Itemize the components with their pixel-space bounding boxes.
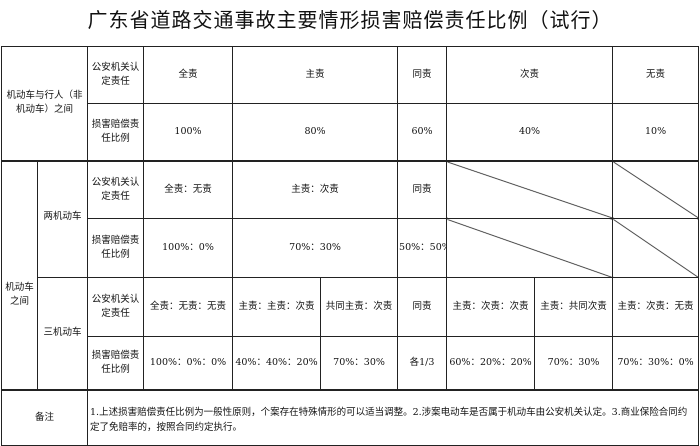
cell: 80%	[232, 103, 399, 161]
cell: 60%：20%：20%	[446, 336, 536, 390]
cell: 70%：30%	[320, 336, 399, 390]
cell: 全责：无责	[143, 159, 234, 219]
row-label-ratio: 损害赔偿责任比例	[87, 336, 145, 390]
cell: 主责：主责：次责	[232, 277, 322, 337]
cell: 40%	[446, 103, 614, 161]
cell: 主责：次责：次责	[446, 277, 536, 337]
cell: 10%	[612, 103, 700, 161]
cell: 50%：50%	[397, 218, 448, 278]
compensation-table: 机动车与行人（非机动车）之间 公安机关认定责任 全责 主责 同责 次责 无责 损…	[0, 46, 700, 446]
group-two-vehicles: 两机动车	[36, 159, 89, 278]
cell: 70%：30%：0%	[612, 336, 700, 390]
cell: 主责：次责	[232, 159, 399, 219]
row-label-responsibility: 公安机关认定责任	[87, 277, 145, 337]
empty-diagonal-cell	[612, 218, 700, 278]
group-three-vehicles: 三机动车	[36, 277, 89, 390]
cell: 主责：共同次责	[534, 277, 614, 337]
cell: 同责	[397, 159, 448, 219]
row-label-ratio: 损害赔偿责任比例	[87, 103, 145, 161]
cell: 主责	[232, 46, 399, 104]
empty-diagonal-cell	[446, 218, 614, 278]
cell: 100%：0%：0%	[143, 336, 234, 390]
cell: 同责	[397, 46, 448, 104]
page-title: 广东省道路交通事故主要情形损害赔偿责任比例（试行）	[87, 8, 613, 32]
cell: 同责	[397, 277, 448, 337]
row-label-responsibility: 公安机关认定责任	[87, 159, 145, 219]
cell: 60%	[397, 103, 448, 161]
row-label-ratio: 损害赔偿责任比例	[87, 218, 145, 278]
category-pedestrian: 机动车与行人（非机动车）之间	[0, 46, 89, 161]
cell: 各1/3	[397, 336, 448, 390]
cell: 全责	[143, 46, 234, 104]
remarks-label: 备注	[0, 388, 89, 446]
category-vehicles: 机动车之间	[1, 159, 38, 390]
cell: 主责：次责：无责	[612, 277, 700, 337]
cell: 100%	[143, 103, 234, 161]
empty-diagonal-cell	[446, 159, 614, 219]
cell: 70%：30%	[534, 336, 614, 390]
cell: 无责	[612, 46, 700, 104]
cell: 100%：0%	[143, 218, 234, 278]
cell: 40%：40%：20%	[232, 336, 322, 390]
cell: 70%：30%	[232, 218, 399, 278]
empty-diagonal-cell	[612, 159, 700, 219]
remarks-text: 1.上述损害赔偿责任比例为一般性原则，个案存在特殊情形的可以适当调整。2.涉案电…	[87, 388, 700, 446]
row-label-responsibility: 公安机关认定责任	[87, 46, 145, 104]
cell: 次责	[446, 46, 614, 104]
cell: 全责：无责：无责	[143, 277, 234, 337]
cell: 共同主责：次责	[320, 277, 399, 337]
